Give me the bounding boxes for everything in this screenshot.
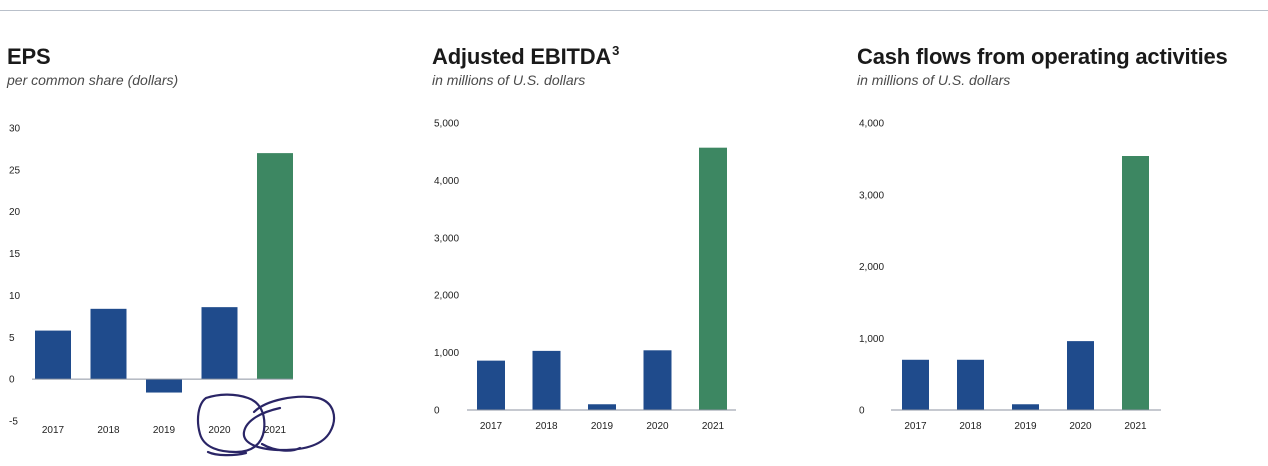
y-tick-label: 1,000 bbox=[434, 348, 459, 359]
bar-2019 bbox=[1012, 404, 1039, 410]
chart-subtitle: in millions of U.S. dollars bbox=[857, 72, 1011, 88]
bar-2018 bbox=[532, 350, 561, 410]
bar-2017 bbox=[477, 360, 505, 410]
y-tick-label: 3,000 bbox=[434, 233, 459, 244]
x-category-label: 2017 bbox=[42, 425, 65, 436]
x-category-label: 2021 bbox=[264, 425, 287, 436]
bar-2020 bbox=[201, 307, 238, 380]
y-tick-label: 10 bbox=[9, 291, 21, 302]
y-tick-label: 5,000 bbox=[434, 119, 459, 130]
y-tick-label: -5 bbox=[9, 417, 18, 428]
x-category-label: 2020 bbox=[208, 425, 231, 436]
bar-2020 bbox=[643, 350, 672, 410]
adjusted-ebitda-bar-chart: 0 1,000 2,000 3,000 4,000 5,000 2017 2018 2019 20… bbox=[434, 119, 736, 432]
bar-2018 bbox=[957, 359, 984, 410]
bar-2021 bbox=[1122, 156, 1149, 410]
x-category-label: 2017 bbox=[480, 421, 503, 432]
y-tick-label: 0 bbox=[9, 375, 15, 386]
y-tick-label: 30 bbox=[9, 124, 21, 135]
y-tick-label: 3,000 bbox=[859, 190, 884, 201]
bar-2018 bbox=[90, 308, 127, 380]
x-category-label: 2018 bbox=[97, 425, 120, 436]
bar-2019 bbox=[146, 379, 182, 393]
x-category-label: 2019 bbox=[1014, 421, 1037, 432]
eps-bar-chart: -5 0 5 10 15 20 25 30 2017 2018 2019 2020 2021 bbox=[9, 124, 293, 436]
x-category-label: 2017 bbox=[904, 421, 927, 432]
x-category-label: 2018 bbox=[959, 421, 982, 432]
y-tick-label: 2,000 bbox=[434, 291, 459, 302]
chart-subtitle: in millions of U.S. dollars bbox=[432, 72, 586, 88]
top-divider bbox=[0, 10, 1268, 11]
y-tick-label: 5 bbox=[9, 333, 15, 344]
x-category-label: 2018 bbox=[535, 421, 558, 432]
chart-subtitle: per common share (dollars) bbox=[7, 72, 179, 88]
y-tick-label: 1,000 bbox=[859, 334, 884, 345]
x-category-label: 2020 bbox=[646, 421, 669, 432]
bar-2019 bbox=[588, 404, 616, 410]
y-tick-label: 0 bbox=[434, 406, 440, 417]
x-category-label: 2019 bbox=[591, 421, 614, 432]
bar-2021 bbox=[257, 153, 293, 380]
y-tick-label: 4,000 bbox=[859, 119, 884, 130]
eps-chart-panel: EPS per common share (dollars) -5 0 5 10 15 2… bbox=[7, 0, 407, 466]
x-category-label: 2020 bbox=[1069, 421, 1092, 432]
operating-cash-flow-bar-chart: 0 1,000 2,000 3,000 4,000 2017 2018 2019 2020 202… bbox=[859, 119, 1161, 432]
operating-cash-flow-chart-panel: Cash flows from operating activities in … bbox=[857, 0, 1267, 466]
bar-2017 bbox=[35, 330, 71, 380]
chart-title: Cash flows from operating activities bbox=[857, 44, 1228, 69]
y-tick-label: 25 bbox=[9, 165, 21, 176]
chart-title: EPS bbox=[7, 44, 51, 69]
x-category-label: 2021 bbox=[1124, 421, 1147, 432]
bar-2020 bbox=[1067, 341, 1094, 410]
bar-2021 bbox=[699, 147, 727, 410]
adjusted-ebitda-chart-panel: Adjusted EBITDA3 in millions of U.S. dol… bbox=[432, 0, 832, 466]
y-tick-label: 2,000 bbox=[859, 262, 884, 273]
y-tick-label: 20 bbox=[9, 207, 21, 218]
y-tick-label: 4,000 bbox=[434, 176, 459, 187]
chart-title: Adjusted EBITDA3 bbox=[432, 43, 620, 69]
y-tick-label: 0 bbox=[859, 406, 865, 417]
bar-2017 bbox=[902, 359, 929, 410]
y-tick-label: 15 bbox=[9, 249, 21, 260]
x-category-label: 2021 bbox=[702, 421, 725, 432]
x-category-label: 2019 bbox=[153, 425, 176, 436]
